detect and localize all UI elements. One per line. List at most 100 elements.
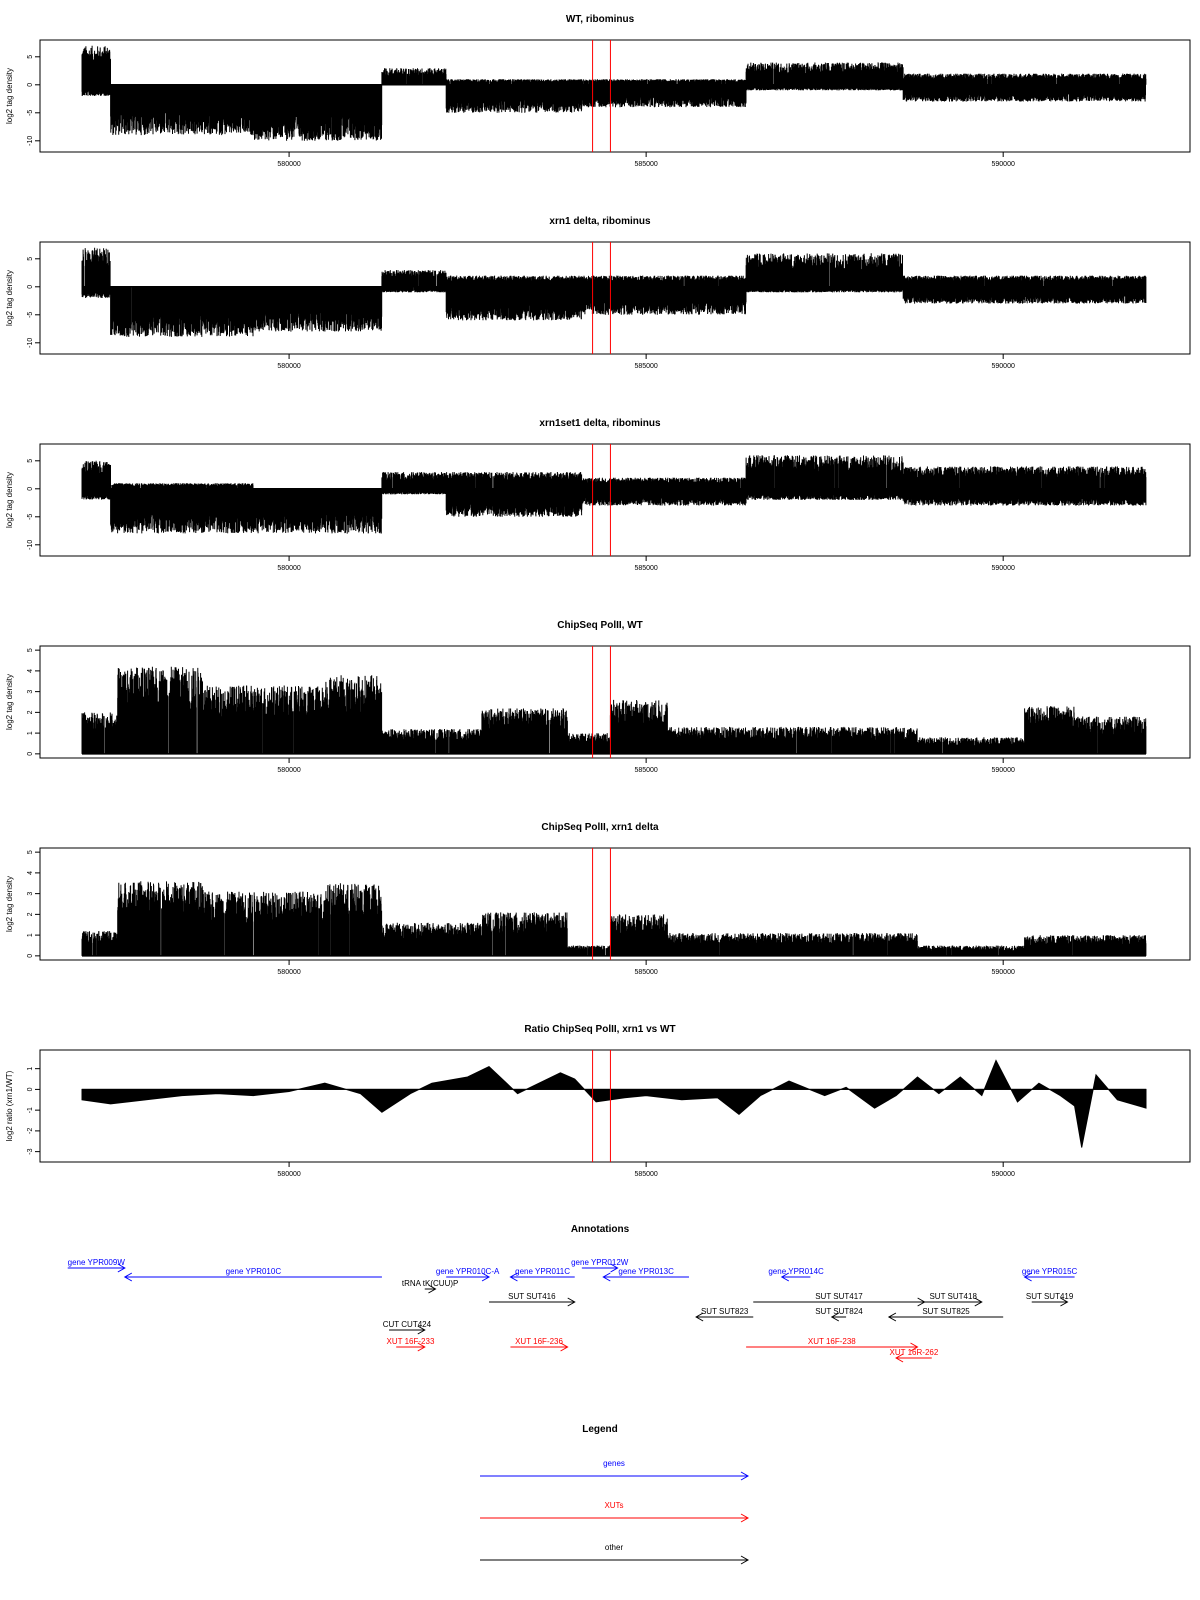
signal-bar-set [81,455,1147,534]
arrow-head [740,1471,750,1481]
legend: Legend genes XUTs other [480,1424,750,1565]
legend-item-label: other [605,1543,624,1552]
arrow-head [610,1263,619,1273]
x-tick-label: 590000 [992,161,1015,168]
legend-item-genes: genes [480,1459,750,1481]
annotation-feature: gene YPR012W [571,1258,629,1273]
arrow-head [740,1513,750,1523]
annotation-feature: XUT 16F-233 [387,1337,435,1352]
annotation-label: XUT 16F-238 [808,1337,856,1346]
signal-bars [81,666,1147,754]
signal-bars [81,45,1147,141]
signal-bars [81,247,1147,337]
y-axis: 0 1 2 3 4 5 [27,648,40,756]
arrow-head [974,1297,983,1307]
annotation-feature: SUT SUT418 [924,1292,983,1307]
x-tick-label: 590000 [992,565,1015,572]
feature-arrow [830,1312,847,1322]
x-tick-label: 590000 [992,767,1015,774]
annotation-label: gene YPR010C [226,1267,282,1276]
feature-arrow [123,1272,382,1282]
annotation-label: XUT 16F-236 [515,1337,563,1346]
annotation-feature: XUT 16F-236 [510,1337,569,1352]
y-tick-label: 2 [27,912,34,916]
signal-bar-set [81,881,1147,956]
annotation-label: SUT SUT823 [701,1307,749,1316]
feature-arrow [924,1297,983,1307]
annotation-label: gene YPR010C-A [436,1267,500,1276]
signal-bar-set [81,247,1147,337]
annotation-label: XUT 16F-233 [387,1337,435,1346]
panel-title: xrn1set1 delta, ribominus [539,418,661,429]
annotations-title: Annotations [571,1224,630,1235]
y-tick-label: 5 [27,850,34,854]
annotation-label: CUT CUT424 [383,1320,432,1329]
legend-item-label: XUTs [604,1501,623,1510]
annotation-label: gene YPR009W [68,1258,126,1267]
x-axis: 580000 585000 590000 [277,354,1015,370]
track-panel-1: WT, ribominus 5 0 -5 -10 log2 tag density 5800… [5,14,1191,168]
arrow-head [887,1312,897,1322]
y-tick-label: -5 [27,514,34,520]
x-tick-label: 585000 [634,969,657,976]
arrow-head [1060,1297,1069,1307]
feature-arrow [509,1272,575,1282]
feature-arrow [480,1513,750,1523]
y-tick-label: 1 [27,933,34,937]
arrow-head [1023,1272,1032,1282]
x-tick-label: 580000 [277,767,300,774]
y-tick-label: -10 [27,136,34,146]
y-tick-label: -3 [27,1148,34,1154]
feature-arrow [67,1263,126,1273]
arrow-head [417,1342,426,1352]
panel-title: ChipSeq PolII, WT [557,620,643,631]
arrow-head [509,1272,518,1282]
signal-bars [81,455,1147,534]
annotation-label: XUT 16R-262 [890,1348,939,1357]
y-tick-label: -10 [27,338,34,348]
x-tick-label: 580000 [277,161,300,168]
panel-title: xrn1 delta, ribominus [549,216,651,227]
annotation-feature: CUT CUT424 [383,1320,432,1335]
annotation-feature: tRNA tK(CUU)P [402,1279,458,1294]
track-panel-3: xrn1set1 delta, ribominus 5 0 -5 -10 log2 tag… [5,418,1191,572]
arrow-head [830,1312,840,1322]
feature-arrow [887,1312,1004,1322]
annotation-feature: SUT SUT419 [1026,1292,1074,1307]
y-tick-label: 1 [27,1067,34,1071]
annotation-label: SUT SUT824 [815,1307,863,1316]
annotation-feature: SUT SUT825 [887,1307,1004,1322]
y-tick-label: 0 [27,752,34,756]
x-tick-label: 585000 [634,767,657,774]
plot-frame [39,847,1191,961]
x-tick-label: 590000 [992,969,1015,976]
annotation-feature: XUT 16F-238 [746,1337,919,1352]
y-tick-label: 5 [27,459,34,463]
y-tick-label: 5 [27,257,34,261]
y-tick-label: 0 [27,285,34,289]
plot-frame [39,443,1191,557]
annotation-label: SUT SUT825 [922,1307,970,1316]
legend-item-XUTs: XUTs [480,1501,750,1523]
y-tick-label: 2 [27,710,34,714]
x-tick-label: 580000 [277,969,300,976]
annotation-feature: gene YPR011C [509,1267,575,1282]
y-axis-label: log2 tag density [5,674,14,730]
y-tick-label: 4 [27,669,34,673]
feature-arrow [695,1312,754,1322]
panel-title: WT, ribominus [566,14,635,25]
arrow-head [780,1272,790,1282]
arrow-head [417,1325,426,1335]
signal-bar-set [81,45,1147,141]
arrow-head [740,1555,750,1565]
signal-bars [81,881,1147,956]
y-axis-label: log2 tag density [5,876,14,932]
annotation-label: SUT SUT417 [815,1292,863,1301]
y-tick-label: 1 [27,731,34,735]
y-tick-label: 0 [27,487,34,491]
y-tick-label: -2 [27,1128,34,1134]
feature-arrow [746,1342,919,1352]
signal-bar-set [81,666,1147,754]
feature-arrow [489,1297,576,1307]
